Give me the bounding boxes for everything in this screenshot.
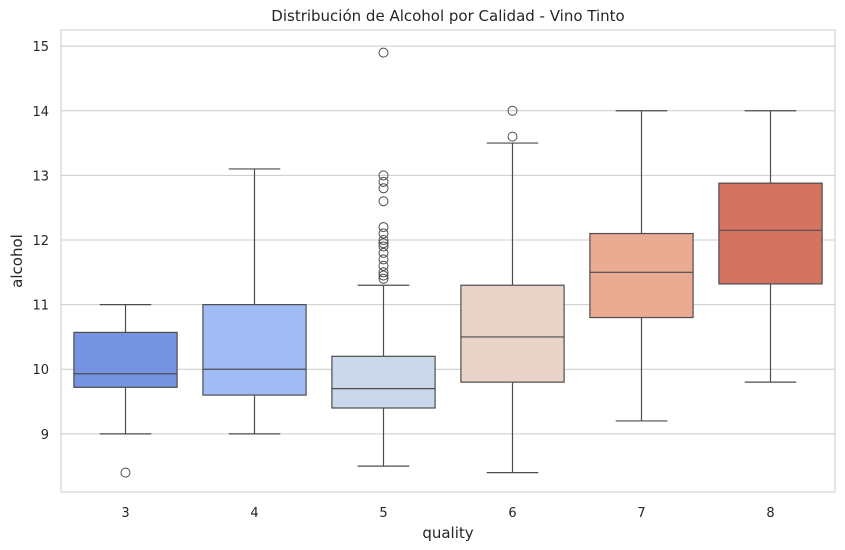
outlier-point (378, 254, 389, 265)
outlier-point (378, 247, 389, 258)
x-tick-label: 4 (250, 506, 258, 521)
y-axis-label: alcohol (8, 234, 26, 288)
outlier-point (378, 228, 389, 239)
x-tick-label: 5 (379, 506, 387, 521)
outlier-point (378, 267, 389, 278)
y-tick-label: 10 (32, 363, 49, 378)
y-tick-label: 11 (32, 299, 49, 314)
outlier-point (378, 273, 389, 284)
y-tick-label: 12 (32, 234, 49, 249)
y-tick-labels: 9 10 11 12 13 14 15 (32, 40, 49, 443)
outlier-point (378, 260, 389, 271)
x-tick-label: 8 (766, 506, 774, 521)
outlier-point (378, 47, 389, 58)
outlier-point (507, 131, 518, 142)
outlier-point (378, 196, 389, 207)
box-iqr (331, 355, 436, 409)
outlier-point (378, 235, 389, 245)
y-tick-label: 15 (32, 40, 49, 55)
plot-frame (60, 29, 836, 493)
outlier-point (378, 176, 389, 187)
box-group (331, 47, 436, 467)
x-tick-labels: 3 4 5 6 7 8 (121, 506, 774, 521)
outlier-point (378, 241, 389, 252)
y-tick-label: 14 (32, 105, 49, 120)
x-tick-label: 3 (121, 506, 129, 521)
x-axis-label: quality (422, 524, 473, 542)
box-group (460, 105, 565, 474)
grid-lines (61, 45, 835, 435)
x-tick-label: 6 (508, 506, 516, 521)
box-iqr (460, 284, 565, 383)
box-group (589, 110, 694, 422)
box-group (718, 110, 823, 383)
outlier-point (378, 183, 389, 194)
box-iqr (718, 182, 823, 285)
box-iqr (589, 232, 694, 319)
box-iqr (73, 331, 178, 388)
outlier-point (378, 270, 389, 281)
boxes (73, 47, 823, 478)
x-tick-label: 7 (637, 506, 645, 521)
box-iqr (202, 304, 307, 396)
box-group (202, 168, 307, 435)
box-group (73, 304, 178, 478)
y-tick-label: 9 (41, 428, 49, 443)
chart-title: Distribución de Alcohol por Calidad - Vi… (271, 7, 624, 25)
outlier-point (378, 238, 389, 249)
outlier-point (378, 170, 389, 181)
outlier-point (120, 467, 131, 478)
outlier-point (507, 105, 518, 116)
y-tick-label: 13 (32, 169, 49, 184)
outlier-point (378, 222, 389, 233)
